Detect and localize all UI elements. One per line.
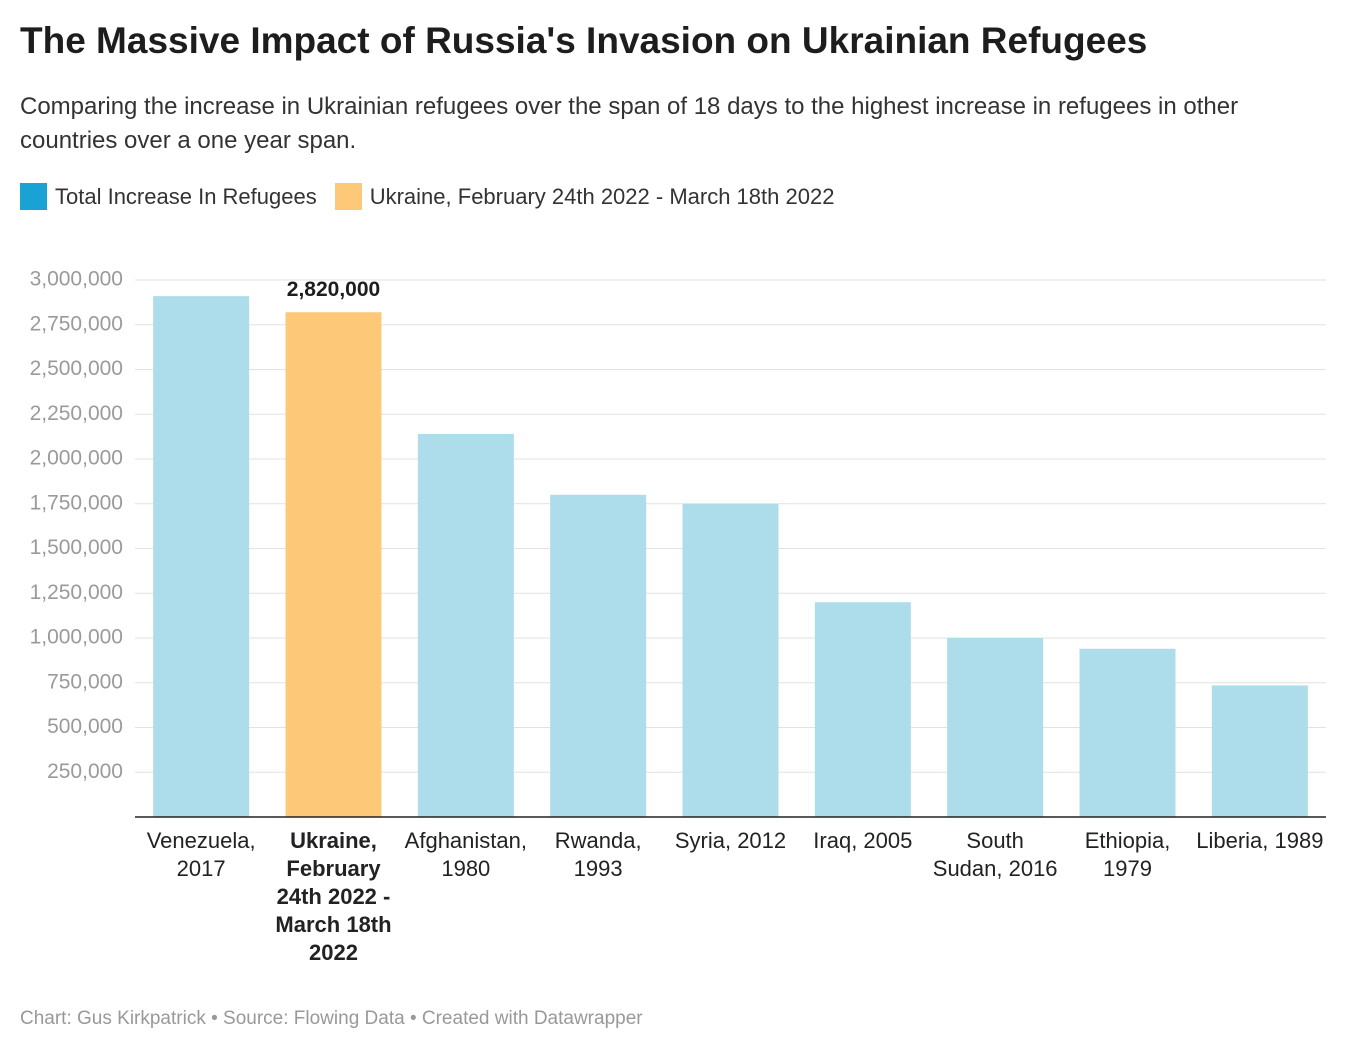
y-tick-label: 1,750,000 — [30, 491, 123, 514]
y-tick-label: 1,000,000 — [30, 626, 123, 649]
legend-label: Ukraine, February 24th 2022 - March 18th… — [369, 183, 835, 209]
value-label: 2,820,000 — [287, 278, 380, 301]
y-tick-label: 1,250,000 — [30, 581, 123, 604]
legend-swatch — [20, 183, 47, 210]
bar — [550, 494, 647, 817]
x-tick-label: Venezuela, 2017 — [146, 828, 256, 881]
x-tick-label: Rwanda, 1993 — [554, 828, 642, 881]
x-tick-label: Ukraine, February 24th 2022 - March 18th… — [275, 828, 392, 965]
x-tick-label: Liberia, 1989 — [1196, 828, 1324, 853]
bar — [285, 312, 382, 817]
bar — [417, 433, 514, 817]
x-tick-label: South Sudan, 2016 — [932, 828, 1058, 881]
bar — [682, 503, 779, 817]
x-tick-label: Iraq, 2005 — [813, 828, 913, 853]
bar — [947, 638, 1044, 817]
chart-subtitle: Comparing the increase in Ukrainian refu… — [20, 93, 1239, 154]
y-tick-label: 250,000 — [47, 760, 123, 783]
y-tick-label: 750,000 — [47, 670, 123, 693]
x-tick-label: Syria, 2012 — [674, 828, 787, 853]
bar — [1211, 685, 1308, 817]
footer: Chart: Gus Kirkpatrick • Source: Flowing… — [20, 1008, 643, 1029]
y-tick-label: 1,500,000 — [30, 536, 123, 559]
x-tick-label: Afghanistan, 1980 — [404, 828, 527, 881]
bar — [153, 296, 250, 817]
legend-swatch — [334, 183, 362, 210]
x-tick-label: Ethiopia, 1979 — [1084, 828, 1171, 881]
y-tick-label: 3,000,000 — [30, 268, 123, 291]
y-tick-label: 2,750,000 — [30, 312, 123, 335]
legend: Total Increase In Refugees Ukraine, Febru… — [20, 183, 834, 210]
y-tick-label: 2,250,000 — [30, 402, 123, 425]
y-tick-label: 500,000 — [47, 715, 123, 738]
y-tick-label: 2,500,000 — [30, 357, 123, 380]
legend-label: Total Increase In Refugees — [55, 183, 317, 209]
bar — [814, 602, 911, 817]
y-tick-label: 2,000,000 — [30, 447, 123, 470]
legend-item: Total Increase In Refugees — [20, 183, 317, 210]
legend-item: Ukraine, February 24th 2022 - March 18th… — [334, 183, 835, 210]
chart-title: The Massive Impact of Russia's Invasion … — [20, 20, 1148, 61]
bar — [1079, 648, 1176, 817]
